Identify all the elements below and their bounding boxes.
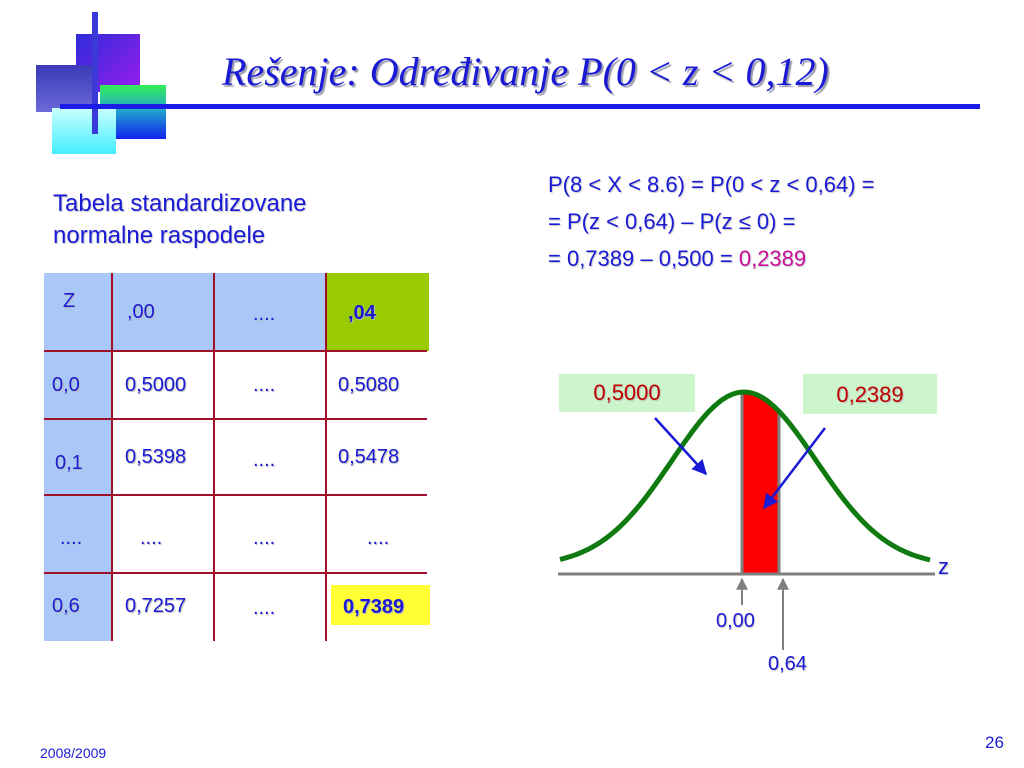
table-row-divider [44, 418, 427, 420]
table-cell: .... [367, 527, 390, 549]
highlight-0-7389-bg [331, 585, 430, 625]
table-cell: 0,0 [52, 374, 80, 396]
slide-title: Rešenje: Određivanje P(0 < z < 0,12) [222, 49, 829, 94]
footer-year: 2008/2009 [40, 745, 107, 761]
table-header-z: Z [63, 290, 76, 312]
formula-line-1: P(8 < X < 8.6) = P(0 < z < 0,64) = [548, 172, 875, 197]
page-number: 26 [985, 733, 1004, 752]
left-area-pointer-arrow [654, 417, 708, 476]
deco-vertical-bar [92, 12, 98, 134]
table-cell: 0,5478 [338, 446, 400, 468]
table-header-ellipsis: .... [253, 303, 276, 325]
table-cell: .... [60, 527, 83, 549]
table-cell: 0,5080 [338, 374, 400, 396]
table-caption-line-1: Tabela standardizovane [53, 190, 307, 217]
formula-line-3-prefix: = 0,7389 – 0,500 = [548, 246, 739, 271]
mean-tick-label: 0,00 [716, 610, 755, 632]
table-caption-line-2: normalne raspodele [53, 222, 266, 249]
table-caption: Tabela standardizovane normalne raspodel… [53, 188, 393, 252]
header-row-bg [112, 273, 326, 351]
formula-line-2: = P(z < 0,64) – P(z ≤ 0) = [548, 209, 796, 234]
formula-result: 0,2389 [738, 246, 807, 271]
table-column-divider [325, 273, 327, 641]
table-cell: 0,7257 [125, 595, 187, 617]
highlighted-value: 0,7389 [343, 596, 405, 618]
table-cell: .... [253, 597, 276, 619]
table-row-divider [44, 572, 427, 574]
right-area-pointer-arrow [763, 427, 826, 510]
table-cell: .... [253, 449, 276, 471]
formula-block: P(8 < X < 8.6) = P(0 < z < 0,64) = = P(z… [548, 166, 1008, 277]
probability-box-right: 0,2389 [803, 374, 937, 414]
normal-curve [559, 389, 931, 563]
probability-box-left: 0,5000 [559, 374, 695, 412]
table-cell: 0,6 [52, 595, 80, 617]
z-axis-label: z [938, 554, 949, 579]
table-cell: .... [253, 374, 276, 396]
table-cell: .... [253, 527, 276, 549]
z-value-tick-label: 0,64 [768, 653, 807, 675]
title-rule [60, 104, 980, 109]
table-header-00: ,00 [127, 301, 155, 323]
header-04-bg [326, 273, 429, 351]
header-z-cell-bg [44, 273, 112, 641]
table-column-divider [111, 273, 113, 641]
table-row-divider [44, 350, 427, 352]
table-cell: 0,1 [55, 452, 83, 474]
table-cell: .... [140, 527, 163, 549]
table-header-04: ,04 [348, 302, 376, 324]
deco-square-cyan [52, 108, 116, 154]
table-row-divider [44, 494, 427, 496]
table-column-divider [213, 273, 215, 641]
table-cell: 0,5000 [125, 374, 187, 396]
table-cell: 0,5398 [125, 446, 187, 468]
formula-line-3: = 0,7389 – 0,500 = 0,2389 [548, 240, 1008, 277]
shaded-area [740, 390, 781, 576]
